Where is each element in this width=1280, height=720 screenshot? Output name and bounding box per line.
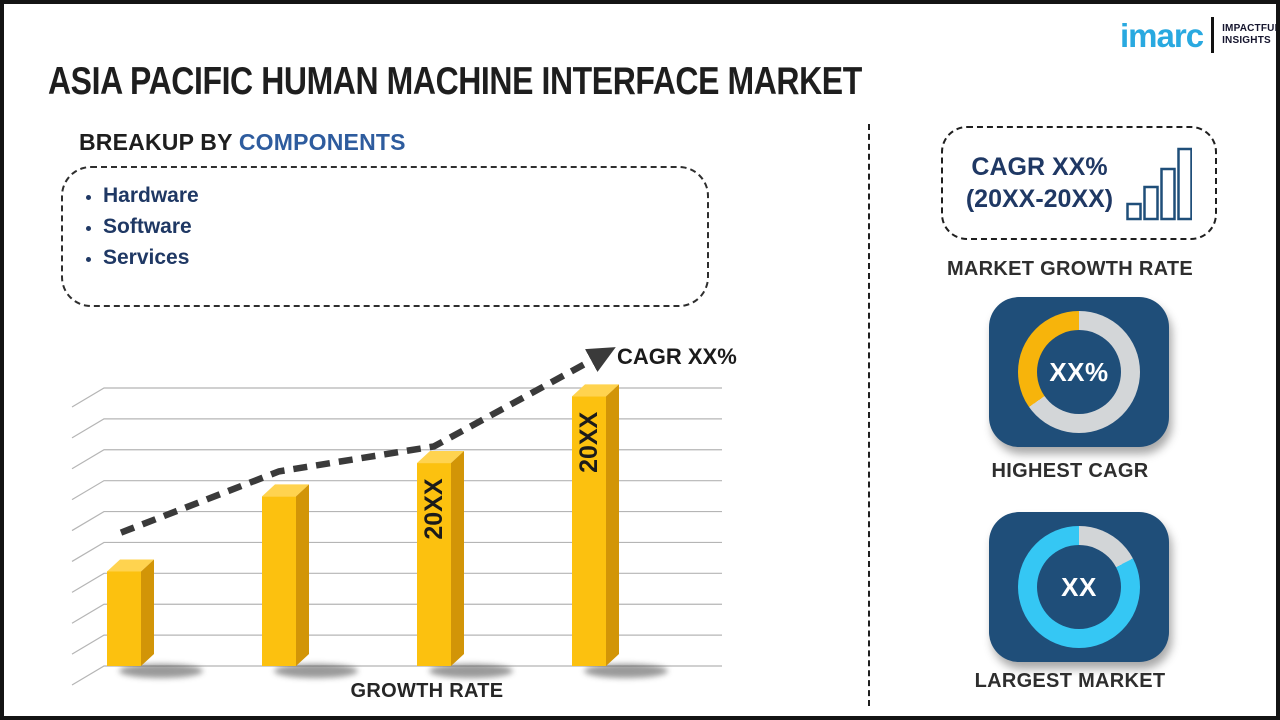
market-growth-rate-box: CAGR XX% (20XX-20XX) — [941, 126, 1217, 240]
imarc-logo: imarc IMPACTFUL INSIGHTS — [1120, 16, 1280, 54]
highest-cagr-donut-chart: XX% — [1018, 311, 1140, 433]
breakup-heading-prefix: BREAKUP BY — [79, 129, 239, 155]
components-box: Hardware Software Services — [61, 166, 709, 307]
x-axis-label: GROWTH RATE — [350, 680, 504, 702]
svg-text:20XX: 20XX — [420, 478, 448, 539]
donut-hole — [1037, 545, 1121, 629]
logo-divider — [1211, 17, 1215, 53]
largest-market-value: XX — [1061, 571, 1097, 602]
logo-tagline-line2: INSIGHTS — [1222, 35, 1271, 46]
imarc-logo-wordmark: imarc — [1120, 16, 1204, 54]
highest-cagr-card: XX% — [989, 297, 1169, 447]
logo-tagline: IMPACTFUL INSIGHTS — [1222, 23, 1280, 47]
largest-market-card: XX — [989, 512, 1169, 662]
bar-chart-icon — [1126, 147, 1193, 221]
list-item: Services — [103, 242, 707, 273]
cagr-trend-label: CAGR XX% — [617, 344, 737, 369]
cagr-box-line2: (20XX-20XX) — [965, 185, 1114, 213]
market-growth-rate-label: MARKET GROWTH RATE — [946, 258, 1194, 280]
cagr-box-text: CAGR XX% (20XX-20XX) — [966, 151, 1113, 216]
page-title: ASIA PACIFIC HUMAN MACHINE INTERFACE MAR… — [48, 60, 862, 103]
list-item: Hardware — [103, 180, 707, 211]
cagr-box-line1: CAGR XX% — [971, 152, 1108, 181]
highest-cagr-label: HIGHEST CAGR — [991, 460, 1149, 482]
growth-bar-chart: 20XX 20XX — [71, 347, 722, 686]
donut-hole — [1037, 330, 1121, 414]
svg-text:20XX: 20XX — [575, 411, 603, 472]
largest-market-label: LARGEST MARKET — [974, 670, 1166, 692]
list-item: Software — [103, 211, 707, 242]
highest-cagr-value: XX% — [1049, 356, 1109, 387]
logo-tagline-line1: IMPACTFUL — [1222, 23, 1280, 34]
breakup-heading-highlight: COMPONENTS — [238, 129, 406, 155]
vertical-divider — [868, 124, 870, 706]
breakup-heading: BREAKUP BY COMPONENTS — [79, 129, 406, 156]
largest-market-donut-chart: XX — [1018, 526, 1140, 648]
components-list: Hardware Software Services — [63, 180, 707, 273]
